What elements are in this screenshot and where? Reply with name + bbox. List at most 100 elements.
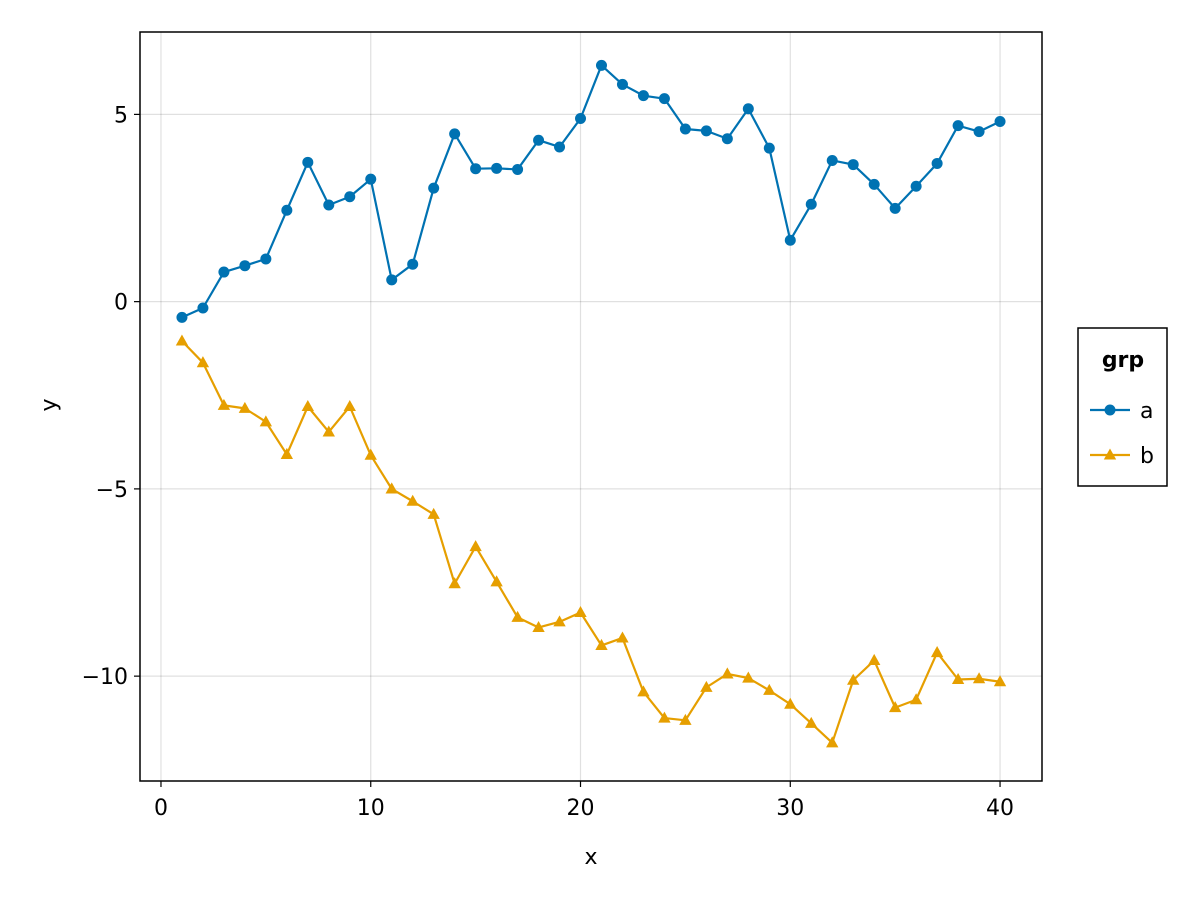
- data-point-b: [259, 415, 273, 427]
- data-point-b: [511, 610, 524, 622]
- legend-entry-b: b: [1090, 444, 1154, 469]
- data-point-a: [637, 90, 649, 102]
- data-point-a: [595, 59, 607, 71]
- legend-title: grp: [1102, 348, 1144, 373]
- data-point-b: [784, 697, 797, 709]
- legend-entries: ab: [1090, 399, 1154, 469]
- data-point-a: [763, 142, 775, 154]
- data-point-b: [993, 675, 1007, 687]
- data-point-a: [365, 173, 377, 185]
- data-point-a: [407, 258, 419, 270]
- data-point-b: [930, 646, 944, 658]
- legend-label-a: a: [1140, 399, 1153, 424]
- data-point-b: [280, 447, 294, 459]
- data-point-b: [658, 711, 671, 723]
- data-point-a: [323, 199, 335, 211]
- data-point-a: [533, 134, 545, 146]
- data-point-a: [742, 103, 754, 115]
- grid-lines: [140, 32, 1042, 781]
- data-point-b: [448, 577, 461, 589]
- data-point-a: [491, 162, 503, 174]
- data-point-b: [322, 425, 335, 437]
- data-point-a: [176, 311, 188, 323]
- x-tick-label: 30: [776, 796, 804, 821]
- data-point-b: [805, 716, 818, 728]
- data-point-b: [385, 482, 398, 494]
- data-point-a: [910, 180, 922, 192]
- series-b: [175, 334, 1007, 748]
- data-point-a: [658, 93, 670, 105]
- x-tick-label: 0: [154, 796, 168, 821]
- data-point-b: [238, 401, 252, 413]
- data-point-a: [931, 157, 943, 169]
- y-tick-label: 0: [114, 291, 128, 316]
- legend-marker-a: [1104, 404, 1116, 416]
- data-point-a: [260, 253, 272, 265]
- data-point-a: [218, 266, 230, 278]
- x-axis-label: x: [584, 845, 597, 870]
- x-tick-label: 20: [567, 796, 595, 821]
- data-point-b: [888, 701, 902, 713]
- data-point-b: [909, 693, 923, 705]
- data-point-a: [784, 234, 796, 246]
- data-point-a: [994, 116, 1006, 128]
- series-layer: [175, 59, 1007, 748]
- data-point-b: [406, 494, 419, 506]
- data-point-b: [679, 713, 692, 725]
- data-point-a: [868, 178, 880, 190]
- legend-marker-b: [1103, 448, 1117, 460]
- data-point-a: [449, 128, 461, 140]
- y-axis-label: y: [37, 398, 62, 411]
- data-point-a: [281, 204, 293, 216]
- x-tick-label: 40: [986, 796, 1014, 821]
- data-point-a: [554, 141, 566, 153]
- data-point-b: [721, 667, 734, 679]
- data-point-b: [427, 507, 440, 519]
- data-point-b: [490, 575, 503, 587]
- series-line-a: [181, 64, 1001, 319]
- legend-label-b: b: [1140, 444, 1154, 469]
- y-tick-label: −10: [82, 665, 128, 690]
- data-point-a: [826, 154, 838, 166]
- data-point-b: [175, 334, 189, 346]
- data-point-b: [364, 448, 377, 460]
- data-point-b: [616, 631, 629, 643]
- data-point-b: [553, 615, 566, 627]
- data-point-a: [679, 123, 691, 135]
- data-point-b: [972, 672, 986, 684]
- data-point-a: [952, 120, 964, 132]
- plot-area-frame: [139, 31, 1043, 782]
- data-point-a: [616, 78, 628, 90]
- data-point-a: [197, 302, 209, 314]
- legend-entry-a: a: [1090, 399, 1153, 424]
- data-point-b: [532, 620, 545, 633]
- data-point-a: [805, 198, 817, 210]
- data-point-a: [386, 274, 398, 286]
- data-point-b: [868, 653, 881, 665]
- data-point-b: [343, 400, 356, 412]
- data-point-b: [574, 605, 587, 618]
- series-line-b: [181, 340, 1001, 744]
- series-a: [176, 59, 1006, 323]
- data-point-b: [196, 356, 210, 368]
- data-point-a: [344, 191, 356, 203]
- data-point-b: [700, 680, 713, 692]
- data-point-b: [301, 400, 314, 412]
- data-point-b: [217, 398, 231, 410]
- x-tick-label: 10: [357, 796, 385, 821]
- data-point-a: [239, 260, 251, 272]
- legend: grp ab: [1077, 327, 1168, 487]
- y-tick-label: 5: [114, 103, 128, 128]
- data-point-a: [700, 125, 712, 137]
- legend-box: [1077, 327, 1168, 487]
- data-point-a: [512, 163, 524, 175]
- y-tick-label: −5: [96, 478, 128, 503]
- data-point-a: [575, 113, 587, 125]
- data-point-b: [469, 540, 482, 552]
- data-point-b: [742, 671, 755, 683]
- data-point-b: [951, 673, 965, 685]
- data-point-a: [973, 126, 985, 138]
- data-point-a: [721, 133, 733, 145]
